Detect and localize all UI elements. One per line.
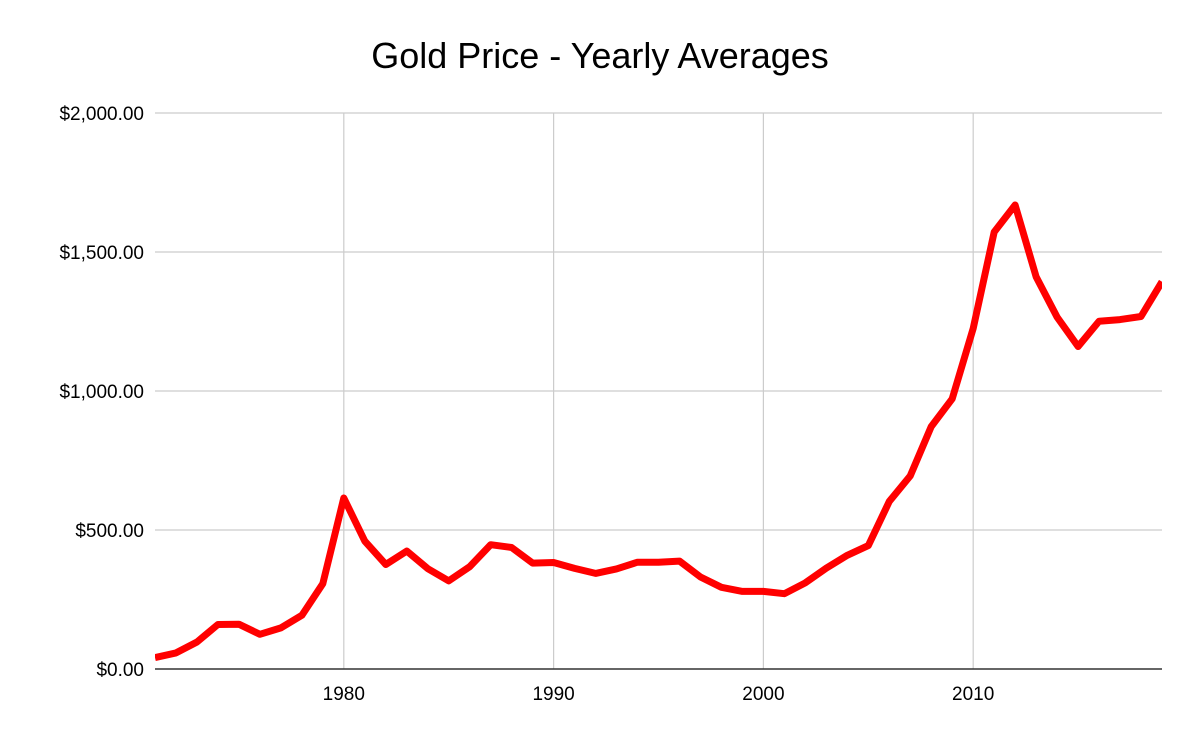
series-layer <box>155 201 1162 662</box>
y-tick-label: $2,000.00 <box>59 104 144 125</box>
x-tick-label: 1980 <box>323 684 365 705</box>
x-tick-label: 1990 <box>532 684 574 705</box>
x-tick-label: 2010 <box>952 684 994 705</box>
y-tick-label: $1,500.00 <box>59 243 144 264</box>
y-tick-label: $0.00 <box>96 660 144 681</box>
chart-title: Gold Price - Yearly Averages <box>371 35 829 76</box>
gridlines <box>155 112 1162 669</box>
y-tick-label: $1,000.00 <box>59 382 144 403</box>
y-tick-label: $500.00 <box>75 521 144 542</box>
axis-ticks: $0.00 $500.00 $1,000.00 $1,500.00 $2,000.00 1… <box>59 104 994 705</box>
x-tick-label: 2000 <box>742 684 784 705</box>
gold-price-line <box>155 201 1162 662</box>
